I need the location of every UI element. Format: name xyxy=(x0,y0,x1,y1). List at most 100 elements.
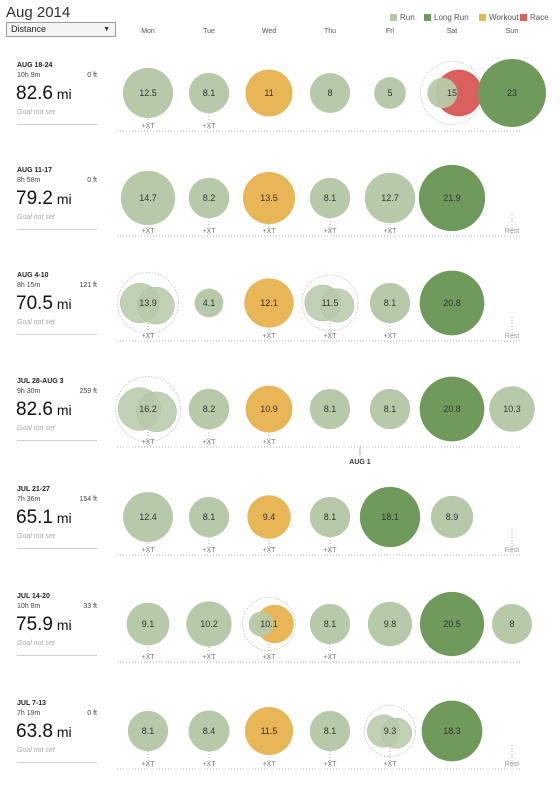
day-header: Wed xyxy=(261,28,277,35)
run-bubble xyxy=(123,492,173,542)
run-distance-label: 20.8 xyxy=(443,404,461,414)
run-distance-label: 8.1 xyxy=(324,512,337,522)
run-bubble xyxy=(309,388,351,430)
run-distance-label: 8.1 xyxy=(384,298,397,308)
week-elevation: 154 ft xyxy=(79,496,97,503)
cross-training-label: +XT xyxy=(262,761,276,768)
run-distance-label: 9.4 xyxy=(263,512,276,522)
week-divider xyxy=(17,124,97,125)
week-distance: 79.2 mi xyxy=(16,188,72,210)
week-divider xyxy=(17,334,97,335)
run-distance-label: 8 xyxy=(327,88,332,98)
run-distance-label: 14.7 xyxy=(139,193,157,203)
week-range[interactable]: AUG 11-17 xyxy=(17,167,53,174)
cross-training-label: +XT xyxy=(202,761,216,768)
week-range[interactable]: JUL 7-13 xyxy=(17,700,47,707)
page-title: Aug 2014 xyxy=(6,4,71,21)
week-time: 7h 36m xyxy=(17,496,41,503)
week-range[interactable]: AUG 18-24 xyxy=(17,62,53,69)
week-time: 10h 9m xyxy=(17,72,41,79)
week-range[interactable]: JUL 28-AUG 3 xyxy=(17,378,64,385)
run-distance-label: 9.8 xyxy=(384,619,397,629)
week-distance: 82.6 mi xyxy=(16,83,72,105)
run-bubble xyxy=(245,385,293,433)
week-range[interactable]: JUL 21-27 xyxy=(17,486,50,493)
run-distance-label: 15 xyxy=(447,88,457,98)
week-goal: Goal not set xyxy=(17,214,55,221)
run-distance-label: 12.1 xyxy=(260,298,278,308)
run-bubble xyxy=(194,288,224,318)
week-distance-value: 82.6 xyxy=(16,399,53,420)
cross-training-label: +XT xyxy=(141,761,155,768)
run-distance-label: 8.2 xyxy=(203,404,216,414)
run-distance-label: 8.2 xyxy=(203,193,216,203)
week-elevation: 259 ft xyxy=(79,388,97,395)
multi-run-ring xyxy=(117,272,179,334)
run-bubble xyxy=(186,601,232,647)
cross-training-label: +XT xyxy=(323,761,337,768)
run-distance-label: 8.1 xyxy=(203,512,216,522)
legend-swatch xyxy=(390,14,397,21)
run-distance-label: 8.1 xyxy=(324,619,337,629)
legend-item: Run xyxy=(390,13,415,22)
cross-training-label: +XT xyxy=(141,228,155,235)
run-distance-label: 8.1 xyxy=(203,88,216,98)
week-distance: 63.8 mi xyxy=(16,721,72,743)
run-bubble xyxy=(369,282,411,324)
week-distance: 65.1 mi xyxy=(16,507,72,529)
cross-training-label: +XT xyxy=(323,228,337,235)
run-distance-label: 8.4 xyxy=(203,726,216,736)
week-range[interactable]: JUL 14-20 xyxy=(17,593,50,600)
run-bubble xyxy=(248,611,274,637)
run-bubble xyxy=(136,391,177,433)
week-elevation: 0 ft xyxy=(87,72,97,79)
run-bubble xyxy=(364,172,416,224)
run-bubble xyxy=(126,602,170,646)
run-distance-label: 8.9 xyxy=(446,512,459,522)
week-goal: Goal not set xyxy=(17,109,55,116)
week-divider xyxy=(17,440,97,441)
run-distance-label: 23 xyxy=(507,88,517,98)
run-distance-label: 13.5 xyxy=(260,193,278,203)
week-time: 8h 15m xyxy=(17,282,41,289)
cross-training-label: +XT xyxy=(262,333,276,340)
week-time: 7h 19m xyxy=(17,710,41,717)
run-distance-label: 11.5 xyxy=(322,298,339,308)
week-range[interactable]: AUG 4-10 xyxy=(17,272,49,279)
day-header: Sat xyxy=(446,28,458,35)
run-bubble xyxy=(188,710,230,752)
legend-label: Race xyxy=(530,13,549,22)
cross-training-label: +XT xyxy=(141,123,155,130)
legend-label: Long Run xyxy=(434,13,469,22)
run-bubble xyxy=(245,69,293,117)
cross-training-label: +XT xyxy=(383,333,397,340)
rest-label: Rest xyxy=(505,547,519,554)
run-bubble xyxy=(122,67,174,119)
run-distance-label: 11.5 xyxy=(261,726,278,736)
week-time: 10h 8m xyxy=(17,603,41,610)
run-distance-label: 8.1 xyxy=(384,404,397,414)
week-goal: Goal not set xyxy=(17,533,55,540)
run-bubble xyxy=(137,286,175,325)
legend-swatch xyxy=(479,14,486,21)
cross-training-label: +XT xyxy=(141,654,155,661)
week-time: 8h 58m xyxy=(17,177,41,184)
week-distance-unit: mi xyxy=(52,296,72,312)
week-elevation: 0 ft xyxy=(87,710,97,717)
week-distance-unit: mi xyxy=(52,191,72,207)
run-bubble xyxy=(320,288,355,323)
legend-swatch xyxy=(424,14,431,21)
cross-training-label: +XT xyxy=(262,654,276,661)
run-distance-label: 8 xyxy=(509,619,514,629)
run-distance-label: 18.1 xyxy=(381,512,399,522)
cross-training-label: +XT xyxy=(262,547,276,554)
cross-training-label: +XT xyxy=(383,761,397,768)
run-bubble xyxy=(188,496,230,538)
week-divider xyxy=(17,655,97,656)
week-goal: Goal not set xyxy=(17,747,55,754)
run-distance-label: 5 xyxy=(387,88,392,98)
month-marker-label: AUG 1 xyxy=(349,459,371,466)
metric-select[interactable]: Distance ▼ xyxy=(6,22,116,37)
day-header: Thu xyxy=(323,28,337,35)
run-bubble xyxy=(491,603,533,645)
